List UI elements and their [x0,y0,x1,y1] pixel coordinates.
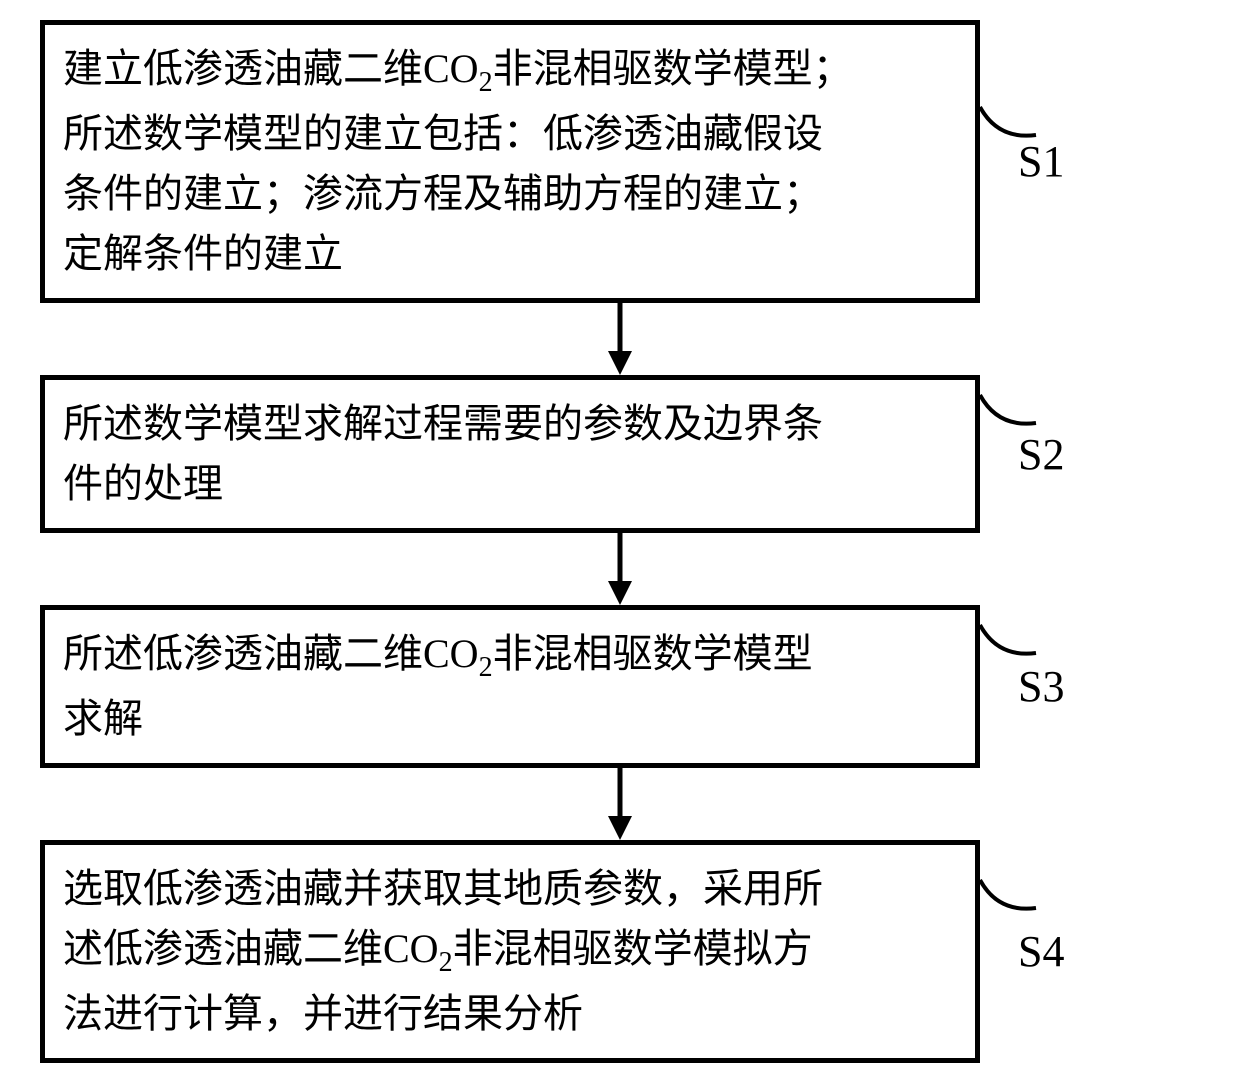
connector-curve-3 [978,623,1038,663]
connector-curve-4 [978,878,1038,918]
flowchart-container: 建立低渗透油藏二维CO2非混相驱数学模型；所述数学模型的建立包括：低渗透油藏假设… [40,20,1200,1063]
step-box-1: 建立低渗透油藏二维CO2非混相驱数学模型；所述数学模型的建立包括：低渗透油藏假设… [40,20,980,303]
step-row-4: 选取低渗透油藏并获取其地质参数，采用所述低渗透油藏二维CO2非混相驱数学模拟方法… [40,840,1200,1063]
step-text-1: 建立低渗透油藏二维CO2非混相驱数学模型；所述数学模型的建立包括：低渗透油藏假设… [63,46,853,276]
arrow-1 [150,303,1090,375]
step-box-4: 选取低渗透油藏并获取其地质参数，采用所述低渗透油藏二维CO2非混相驱数学模拟方法… [40,840,980,1063]
step-label-2: S2 [1018,429,1064,480]
connector-curve-1 [978,105,1038,145]
step-box-2: 所述数学模型求解过程需要的参数及边界条件的处理 [40,375,980,533]
step-label-4: S4 [1018,926,1064,977]
step-text-3: 所述低渗透油藏二维CO2非混相驱数学模型求解 [63,631,813,741]
step-text-4: 选取低渗透油藏并获取其地质参数，采用所述低渗透油藏二维CO2非混相驱数学模拟方法… [63,866,823,1036]
step-text-2: 所述数学模型求解过程需要的参数及边界条件的处理 [63,401,823,506]
step-row-2: 所述数学模型求解过程需要的参数及边界条件的处理 S2 [40,375,1200,533]
arrow-2 [150,533,1090,605]
step-row-3: 所述低渗透油藏二维CO2非混相驱数学模型求解 S3 [40,605,1200,768]
step-label-3: S3 [1018,661,1064,712]
step-box-3: 所述低渗透油藏二维CO2非混相驱数学模型求解 [40,605,980,768]
connector-curve-2 [978,393,1038,433]
step-row-1: 建立低渗透油藏二维CO2非混相驱数学模型；所述数学模型的建立包括：低渗透油藏假设… [40,20,1200,303]
arrow-3 [150,768,1090,840]
